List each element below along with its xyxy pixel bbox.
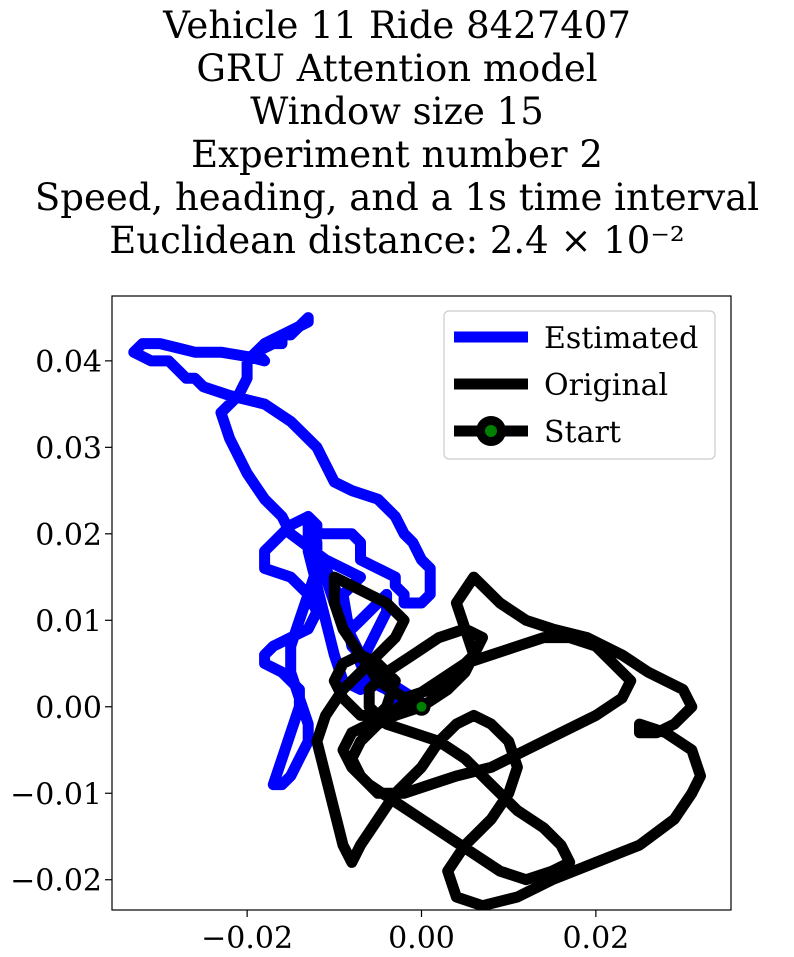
legend-label-estimated: Estimated <box>544 321 698 356</box>
title-line: Euclidean distance: 2.4 × 10⁻² <box>109 219 685 262</box>
series-layer <box>128 312 706 910</box>
title-line: GRU Attention model <box>196 47 598 90</box>
x-tick-label: 0.00 <box>388 921 455 956</box>
series-line-estimated <box>128 312 436 791</box>
legend-label-start: Start <box>544 415 621 450</box>
legend-start-marker-face <box>485 425 497 437</box>
x-tick-label: 0.02 <box>562 921 629 956</box>
legend-label-original: Original <box>544 368 668 403</box>
series-line-original <box>311 571 706 910</box>
legend: Estimated Original Start <box>443 310 716 460</box>
title-line: Speed, heading, and a 1s time interval <box>34 176 760 219</box>
y-tick-label: 0.00 <box>35 691 102 726</box>
y-tick-label: 0.04 <box>35 345 102 380</box>
start-marker-face <box>416 701 427 712</box>
title-line: Window size 15 <box>250 90 544 133</box>
y-tick-label: 0.02 <box>35 518 102 553</box>
legend-box <box>443 310 716 460</box>
title-line: Vehicle 11 Ride 8427407 <box>163 4 631 47</box>
y-tick-label: 0.01 <box>35 604 102 639</box>
y-tick-label: 0.03 <box>35 431 102 466</box>
chart-title: Vehicle 11 Ride 8427407 GRU Attention mo… <box>0 4 794 262</box>
y-tick-label: −0.01 <box>10 777 102 812</box>
title-line: Experiment number 2 <box>191 133 603 176</box>
x-tick-label: −0.02 <box>201 921 293 956</box>
y-tick-label: −0.02 <box>10 864 102 899</box>
axes-layer: −0.02 0.00 0.02 0.04 0.03 0.02 0.01 0.00 −0.01 −0… <box>10 345 629 956</box>
